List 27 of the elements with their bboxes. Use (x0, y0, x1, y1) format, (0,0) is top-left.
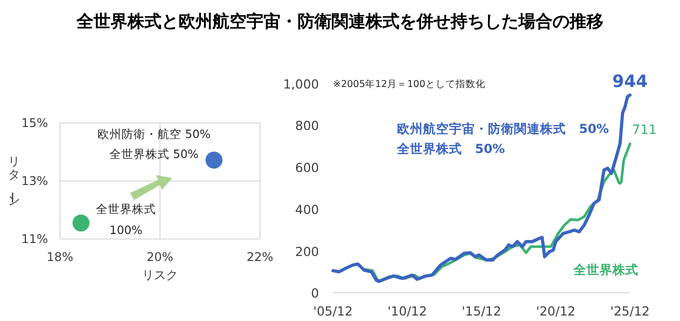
x-tick-label: 22% (246, 250, 274, 264)
x-tick-label: '05/12 (313, 304, 353, 319)
series-label: 全世界株式 100% (96, 202, 156, 238)
x-axis-title: リスク (142, 268, 178, 282)
y-tick-label: 400 (295, 202, 320, 217)
y-axis-title: リターン (5, 154, 20, 208)
y-tick-label: 200 (295, 244, 320, 259)
data-label: 944 (612, 72, 648, 92)
x-tick-label: '20/12 (536, 304, 576, 319)
x-tick-label: '25/12 (610, 304, 650, 319)
text: 全世界株式と欧州航空宇宙・防衛関連株式を併せ持ちした場合の推移 (76, 12, 604, 32)
text: 全世界株式 (572, 262, 638, 277)
y-tick-label: 15% (21, 116, 48, 130)
x-tick-label: 18% (46, 250, 74, 264)
y-tick-label: 11% (21, 232, 48, 246)
annotation: ※2005年12月＝100として指数化 (333, 78, 486, 90)
y-tick-label: 600 (295, 160, 320, 176)
series-label: 欧州防衛・航空 50% 全世界株式 50% (97, 127, 211, 162)
x-tick-label: 20% (146, 250, 174, 264)
y-tick-label: 13% (21, 174, 48, 188)
data-label: 711 (632, 122, 657, 138)
x-tick-label: '10/12 (388, 304, 427, 319)
x-tick-label: '15/12 (462, 304, 502, 319)
series-label: 欧州航空宇宙・防衛関連株式 50% 全世界株式 50% (396, 121, 610, 156)
y-tick-label: 800 (295, 118, 320, 134)
y-tick-label: 1,000 (283, 76, 320, 92)
y-tick-label: 0 (311, 286, 320, 301)
